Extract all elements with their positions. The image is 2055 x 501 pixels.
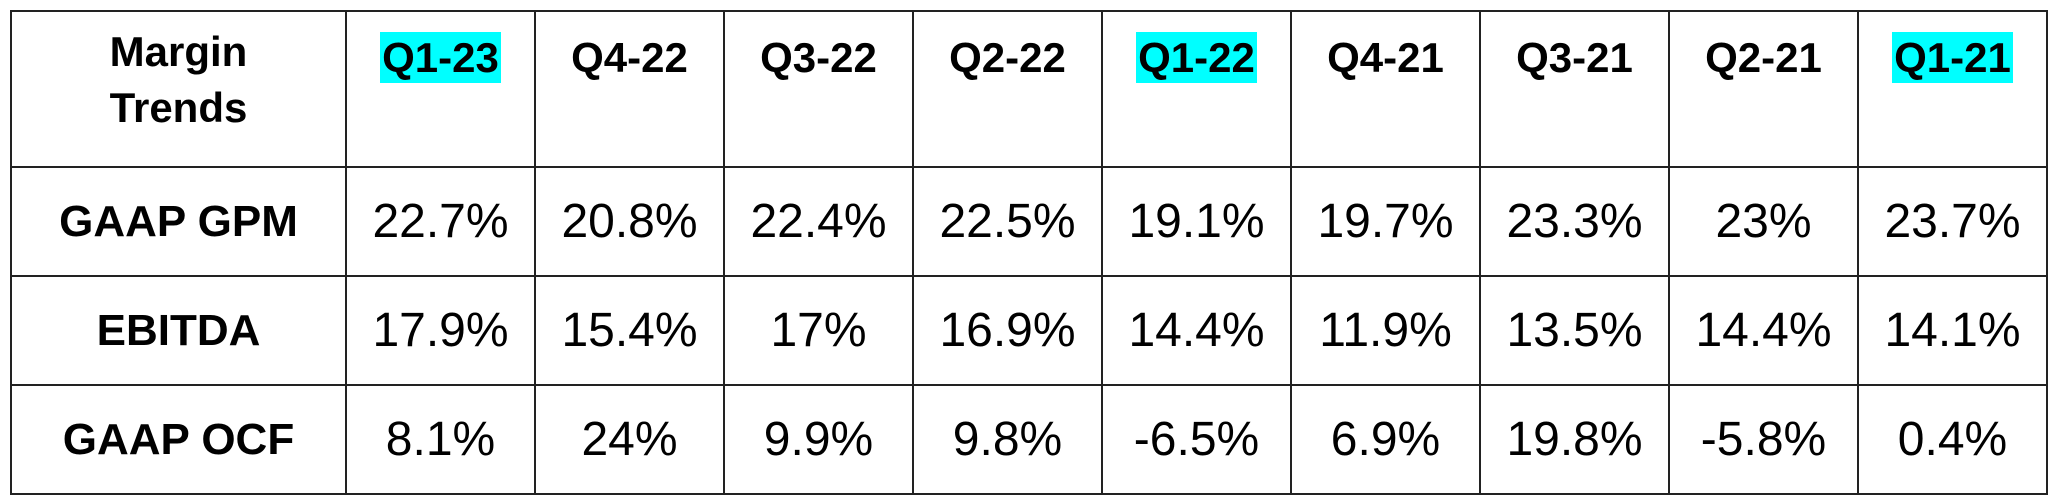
value-cell: 22.7% bbox=[345, 166, 536, 277]
column-label: Q4-21 bbox=[1327, 34, 1444, 81]
value-cell: 9.9% bbox=[723, 384, 914, 495]
column-header: Q1-23 bbox=[345, 10, 536, 168]
value-cell: 23% bbox=[1668, 166, 1859, 277]
value-cell: 14.1% bbox=[1857, 275, 2048, 386]
data-row: GAAP OCF 8.1% 24% 9.9% 9.8% -6.5% 6.9% 19.8% -5.… bbox=[10, 384, 2048, 495]
column-label: Q1-21 bbox=[1892, 32, 2013, 83]
column-header: Q2-21 bbox=[1668, 10, 1859, 168]
row-label: EBITDA bbox=[10, 275, 347, 386]
value-cell: 23.3% bbox=[1479, 166, 1670, 277]
value-cell: 24% bbox=[534, 384, 725, 495]
column-header: Q1-22 bbox=[1101, 10, 1292, 168]
column-header: Q3-22 bbox=[723, 10, 914, 168]
value-cell: 13.5% bbox=[1479, 275, 1670, 386]
value-cell: 9.8% bbox=[912, 384, 1103, 495]
value-cell: 22.4% bbox=[723, 166, 914, 277]
column-header: Q1-21 bbox=[1857, 10, 2048, 168]
header-row: Margin Trends Q1-23 Q4-22 Q3-22 Q2-22 Q1-22 Q4… bbox=[10, 10, 2048, 168]
value-cell: -5.8% bbox=[1668, 384, 1859, 495]
value-cell: 19.1% bbox=[1101, 166, 1292, 277]
value-cell: 22.5% bbox=[912, 166, 1103, 277]
value-cell: 19.8% bbox=[1479, 384, 1670, 495]
row-label: GAAP OCF bbox=[10, 384, 347, 495]
column-label: Q1-22 bbox=[1136, 32, 1257, 83]
column-label: Q2-22 bbox=[949, 34, 1066, 81]
column-header: Q4-21 bbox=[1290, 10, 1481, 168]
column-header: Q2-22 bbox=[912, 10, 1103, 168]
value-cell: 16.9% bbox=[912, 275, 1103, 386]
data-row: GAAP GPM 22.7% 20.8% 22.4% 22.5% 19.1% 19.7% 23… bbox=[10, 166, 2048, 277]
value-cell: 14.4% bbox=[1668, 275, 1859, 386]
value-cell: 11.9% bbox=[1290, 275, 1481, 386]
value-cell: 15.4% bbox=[534, 275, 725, 386]
value-cell: -6.5% bbox=[1101, 384, 1292, 495]
value-cell: 8.1% bbox=[345, 384, 536, 495]
data-row: EBITDA 17.9% 15.4% 17% 16.9% 14.4% 11.9% 13.5% 1… bbox=[10, 275, 2048, 386]
value-cell: 0.4% bbox=[1857, 384, 2048, 495]
value-cell: 14.4% bbox=[1101, 275, 1292, 386]
column-label: Q3-21 bbox=[1516, 34, 1633, 81]
value-cell: 6.9% bbox=[1290, 384, 1481, 495]
value-cell: 17.9% bbox=[345, 275, 536, 386]
column-header: Q3-21 bbox=[1479, 10, 1670, 168]
column-label: Q2-21 bbox=[1705, 34, 1822, 81]
row-label: GAAP GPM bbox=[10, 166, 347, 277]
value-cell: 19.7% bbox=[1290, 166, 1481, 277]
margin-table: Margin Trends Q1-23 Q4-22 Q3-22 Q2-22 Q1-22 Q4… bbox=[10, 10, 2048, 495]
column-header: Q4-22 bbox=[534, 10, 725, 168]
value-cell: 20.8% bbox=[534, 166, 725, 277]
corner-cell: Margin Trends bbox=[10, 10, 347, 168]
value-cell: 23.7% bbox=[1857, 166, 2048, 277]
column-label: Q1-23 bbox=[380, 32, 501, 83]
value-cell: 17% bbox=[723, 275, 914, 386]
column-label: Q4-22 bbox=[571, 34, 688, 81]
column-label: Q3-22 bbox=[760, 34, 877, 81]
